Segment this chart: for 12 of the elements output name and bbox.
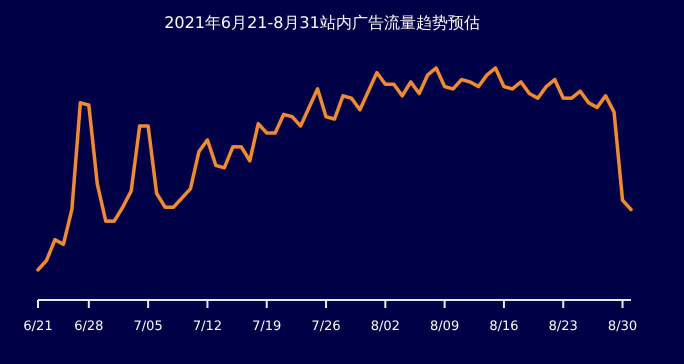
x-tick-label: 8/09 <box>430 319 460 334</box>
x-tick-label: 7/26 <box>311 319 341 334</box>
x-tick-label: 7/05 <box>134 319 163 334</box>
x-tick-label: 8/30 <box>608 319 638 334</box>
x-tick-label: 8/23 <box>548 319 578 334</box>
x-tick-label: 7/19 <box>252 319 282 334</box>
x-tick-label: 6/21 <box>23 319 53 334</box>
x-tick-label: 7/12 <box>192 319 222 334</box>
chart-title: 2021年6月21-8月31站内广告流量趋势预估 <box>164 13 480 32</box>
x-tick-label: 8/16 <box>489 319 519 334</box>
x-tick-label: 8/02 <box>370 319 400 334</box>
x-tick-label: 6/28 <box>74 319 104 334</box>
